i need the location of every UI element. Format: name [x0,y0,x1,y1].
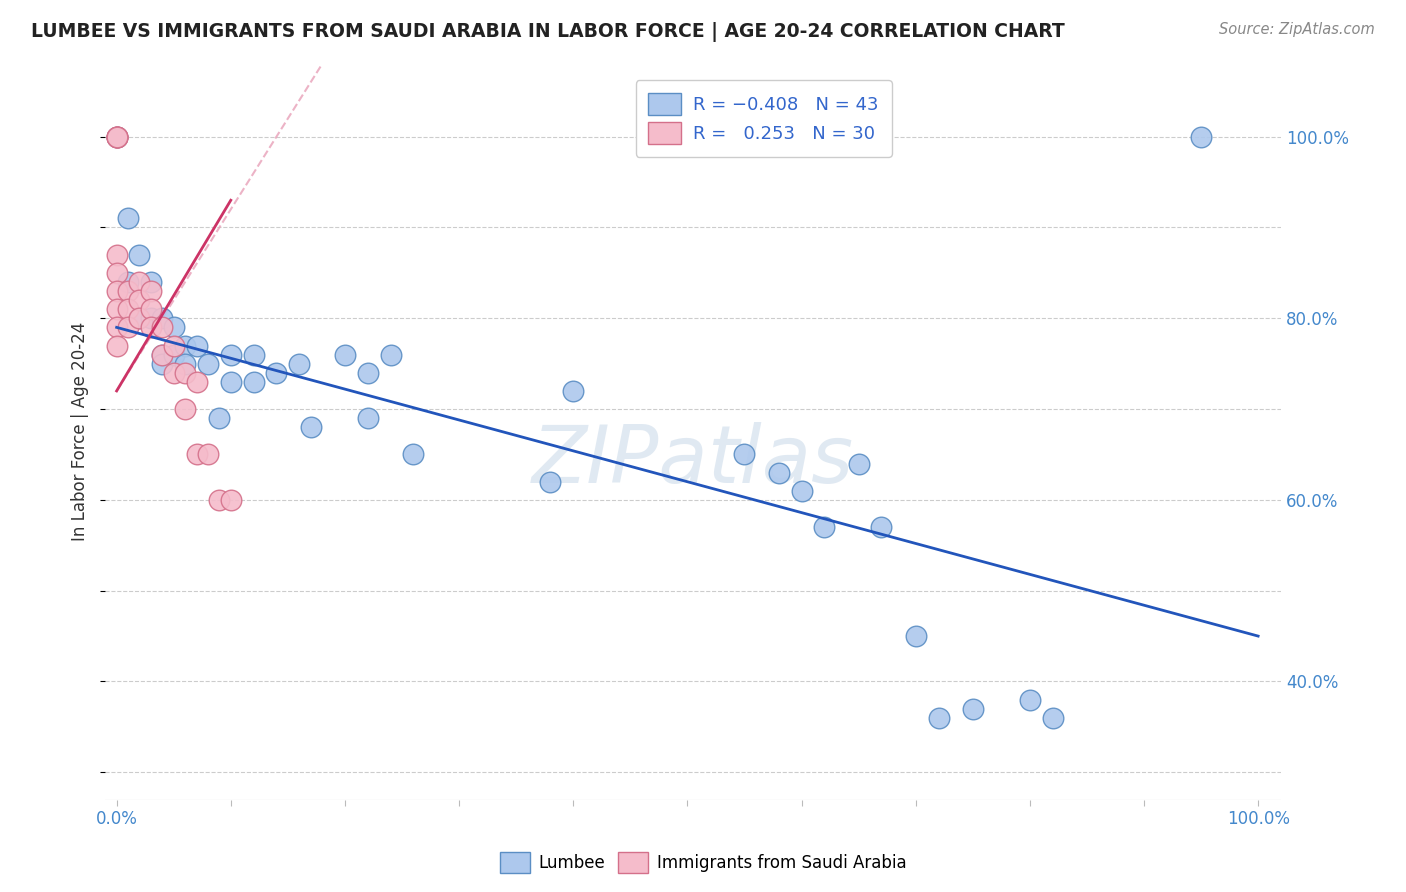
Point [150,311,173,326]
Point [380,348,402,362]
Point [1042,711,1064,725]
Point [163,366,186,380]
Point [150,320,173,334]
Point [174,357,197,371]
Point [848,457,870,471]
Point [219,375,242,389]
Point [768,466,790,480]
Point [105,129,128,144]
Point [208,411,231,425]
Point [870,520,893,534]
Point [333,348,356,362]
Point [174,402,197,417]
Point [174,338,197,352]
Point [813,520,835,534]
Point [105,302,128,317]
Point [117,275,139,289]
Point [163,348,186,362]
Point [219,492,242,507]
Point [357,411,380,425]
Text: LUMBEE VS IMMIGRANTS FROM SAUDI ARABIA IN LABOR FORCE | AGE 20-24 CORRELATION CH: LUMBEE VS IMMIGRANTS FROM SAUDI ARABIA I… [31,22,1064,42]
Point [139,275,162,289]
Point [139,311,162,326]
Y-axis label: In Labor Force | Age 20-24: In Labor Force | Age 20-24 [72,322,89,541]
Point [128,311,150,326]
Point [904,629,927,643]
Point [128,275,150,289]
Legend: Lumbee, Immigrants from Saudi Arabia: Lumbee, Immigrants from Saudi Arabia [494,846,912,880]
Point [928,711,950,725]
Point [174,366,197,380]
Point [105,284,128,298]
Point [197,448,219,462]
Point [219,348,242,362]
Point [1018,692,1040,706]
Point [962,702,984,716]
Point [105,129,128,144]
Point [128,248,150,262]
Point [299,420,322,434]
Point [128,293,150,307]
Point [208,492,231,507]
Point [733,448,755,462]
Point [117,211,139,226]
Point [105,338,128,352]
Text: Source: ZipAtlas.com: Source: ZipAtlas.com [1219,22,1375,37]
Point [242,375,264,389]
Point [186,338,208,352]
Point [139,284,162,298]
Point [117,302,139,317]
Point [105,129,128,144]
Legend: R = −0.408   N = 43, R =   0.253   N = 30: R = −0.408 N = 43, R = 0.253 N = 30 [636,80,891,157]
Point [105,320,128,334]
Point [128,311,150,326]
Point [105,248,128,262]
Point [105,266,128,280]
Point [105,129,128,144]
Point [357,366,380,380]
Point [1189,129,1212,144]
Point [163,338,186,352]
Point [117,320,139,334]
Point [150,348,173,362]
Point [288,357,311,371]
Point [402,448,425,462]
Point [186,448,208,462]
Point [105,129,128,144]
Text: ZIPatlas: ZIPatlas [531,422,855,500]
Point [186,375,208,389]
Point [139,320,162,334]
Point [197,357,219,371]
Point [266,366,288,380]
Point [562,384,585,398]
Point [139,302,162,317]
Point [150,348,173,362]
Point [790,483,813,498]
Point [242,348,264,362]
Point [150,357,173,371]
Point [163,320,186,334]
Point [117,284,139,298]
Point [538,475,561,489]
